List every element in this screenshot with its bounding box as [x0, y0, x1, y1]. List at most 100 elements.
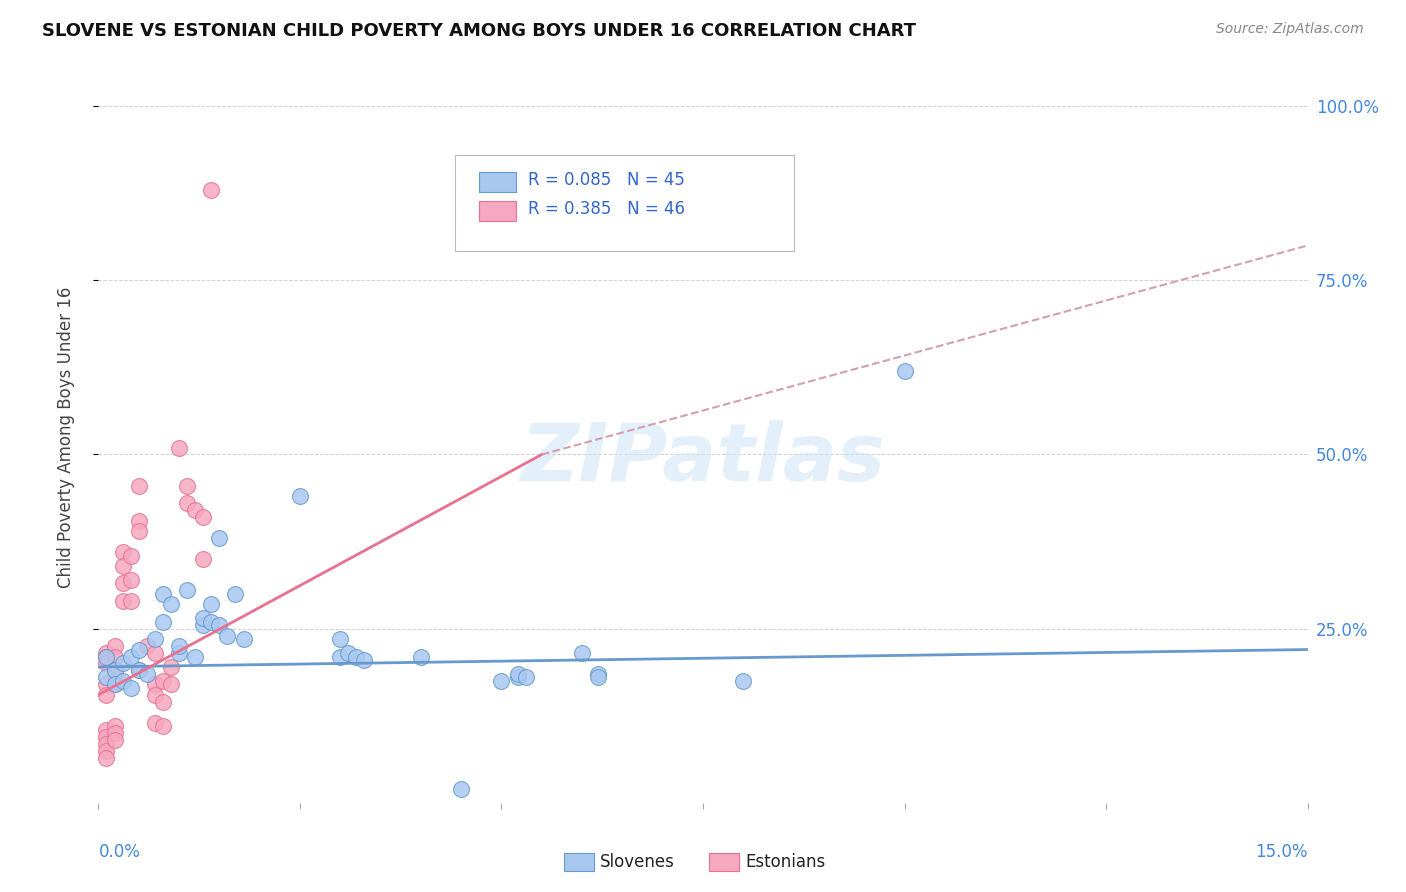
Point — [184, 649, 207, 664]
Text: Slovenes: Slovenes — [600, 853, 675, 871]
Point — [515, 670, 537, 684]
Point — [571, 646, 593, 660]
Point — [200, 597, 222, 611]
Point — [337, 646, 360, 660]
FancyBboxPatch shape — [564, 853, 595, 871]
Point — [103, 677, 125, 691]
Point — [167, 639, 190, 653]
Point — [200, 615, 222, 629]
Point — [143, 688, 166, 702]
Point — [176, 479, 198, 493]
Point — [586, 667, 609, 681]
Point — [128, 664, 150, 678]
Point — [143, 632, 166, 646]
Point — [96, 649, 118, 664]
Point — [120, 549, 142, 563]
FancyBboxPatch shape — [456, 155, 793, 251]
Point — [103, 664, 125, 678]
Point — [143, 646, 166, 660]
Point — [96, 723, 118, 737]
Point — [96, 646, 118, 660]
Point — [152, 673, 174, 688]
Point — [120, 649, 142, 664]
Point — [586, 670, 609, 684]
Point — [135, 639, 157, 653]
Point — [96, 743, 118, 757]
Point — [96, 688, 118, 702]
Point — [193, 611, 215, 625]
Point — [103, 639, 125, 653]
Point — [160, 597, 183, 611]
Point — [120, 681, 142, 695]
Point — [128, 524, 150, 538]
Point — [96, 670, 118, 684]
Point — [217, 629, 239, 643]
Y-axis label: Child Poverty Among Boys Under 16: Child Poverty Among Boys Under 16 — [56, 286, 75, 588]
Point — [96, 730, 118, 744]
Text: R = 0.085   N = 45: R = 0.085 N = 45 — [527, 170, 685, 188]
Point — [152, 695, 174, 709]
Point — [103, 719, 125, 733]
Point — [208, 531, 231, 545]
Point — [232, 632, 254, 646]
Point — [491, 673, 513, 688]
Point — [111, 594, 134, 608]
Point — [506, 667, 529, 681]
Point — [111, 657, 134, 671]
Point — [193, 618, 215, 632]
Point — [96, 657, 118, 671]
Point — [450, 781, 472, 796]
Point — [152, 615, 174, 629]
Point — [329, 649, 352, 664]
Point — [111, 673, 134, 688]
Point — [103, 667, 125, 681]
FancyBboxPatch shape — [479, 171, 516, 192]
Point — [184, 503, 207, 517]
Point — [103, 664, 125, 678]
Point — [128, 664, 150, 678]
Point — [506, 670, 529, 684]
Point — [344, 649, 367, 664]
Text: 0.0%: 0.0% — [98, 843, 141, 861]
Point — [167, 441, 190, 455]
Point — [160, 660, 183, 674]
Point — [111, 545, 134, 559]
Point — [193, 510, 215, 524]
Point — [103, 726, 125, 740]
Text: Estonians: Estonians — [745, 853, 825, 871]
Point — [111, 576, 134, 591]
Text: 15.0%: 15.0% — [1256, 843, 1308, 861]
Point — [224, 587, 246, 601]
Point — [96, 737, 118, 751]
Point — [208, 618, 231, 632]
FancyBboxPatch shape — [709, 853, 740, 871]
Point — [96, 649, 118, 664]
Point — [176, 583, 198, 598]
Text: ZIPatlas: ZIPatlas — [520, 420, 886, 498]
Point — [128, 514, 150, 528]
Text: R = 0.385   N = 46: R = 0.385 N = 46 — [527, 200, 685, 218]
Point — [120, 573, 142, 587]
Point — [193, 552, 215, 566]
Point — [143, 715, 166, 730]
Text: Source: ZipAtlas.com: Source: ZipAtlas.com — [1216, 22, 1364, 37]
Point — [160, 677, 183, 691]
Text: SLOVENE VS ESTONIAN CHILD POVERTY AMONG BOYS UNDER 16 CORRELATION CHART: SLOVENE VS ESTONIAN CHILD POVERTY AMONG … — [42, 22, 917, 40]
Point — [128, 642, 150, 657]
Point — [128, 479, 150, 493]
FancyBboxPatch shape — [479, 201, 516, 221]
Point — [733, 673, 755, 688]
Point — [96, 677, 118, 691]
Point — [288, 489, 311, 503]
Point — [152, 587, 174, 601]
Point — [167, 646, 190, 660]
Point — [353, 653, 375, 667]
Point — [893, 364, 915, 378]
Point — [96, 750, 118, 764]
Point — [409, 649, 432, 664]
Point — [152, 719, 174, 733]
Point — [103, 733, 125, 747]
Point — [176, 496, 198, 510]
Point — [103, 677, 125, 691]
Point — [329, 632, 352, 646]
